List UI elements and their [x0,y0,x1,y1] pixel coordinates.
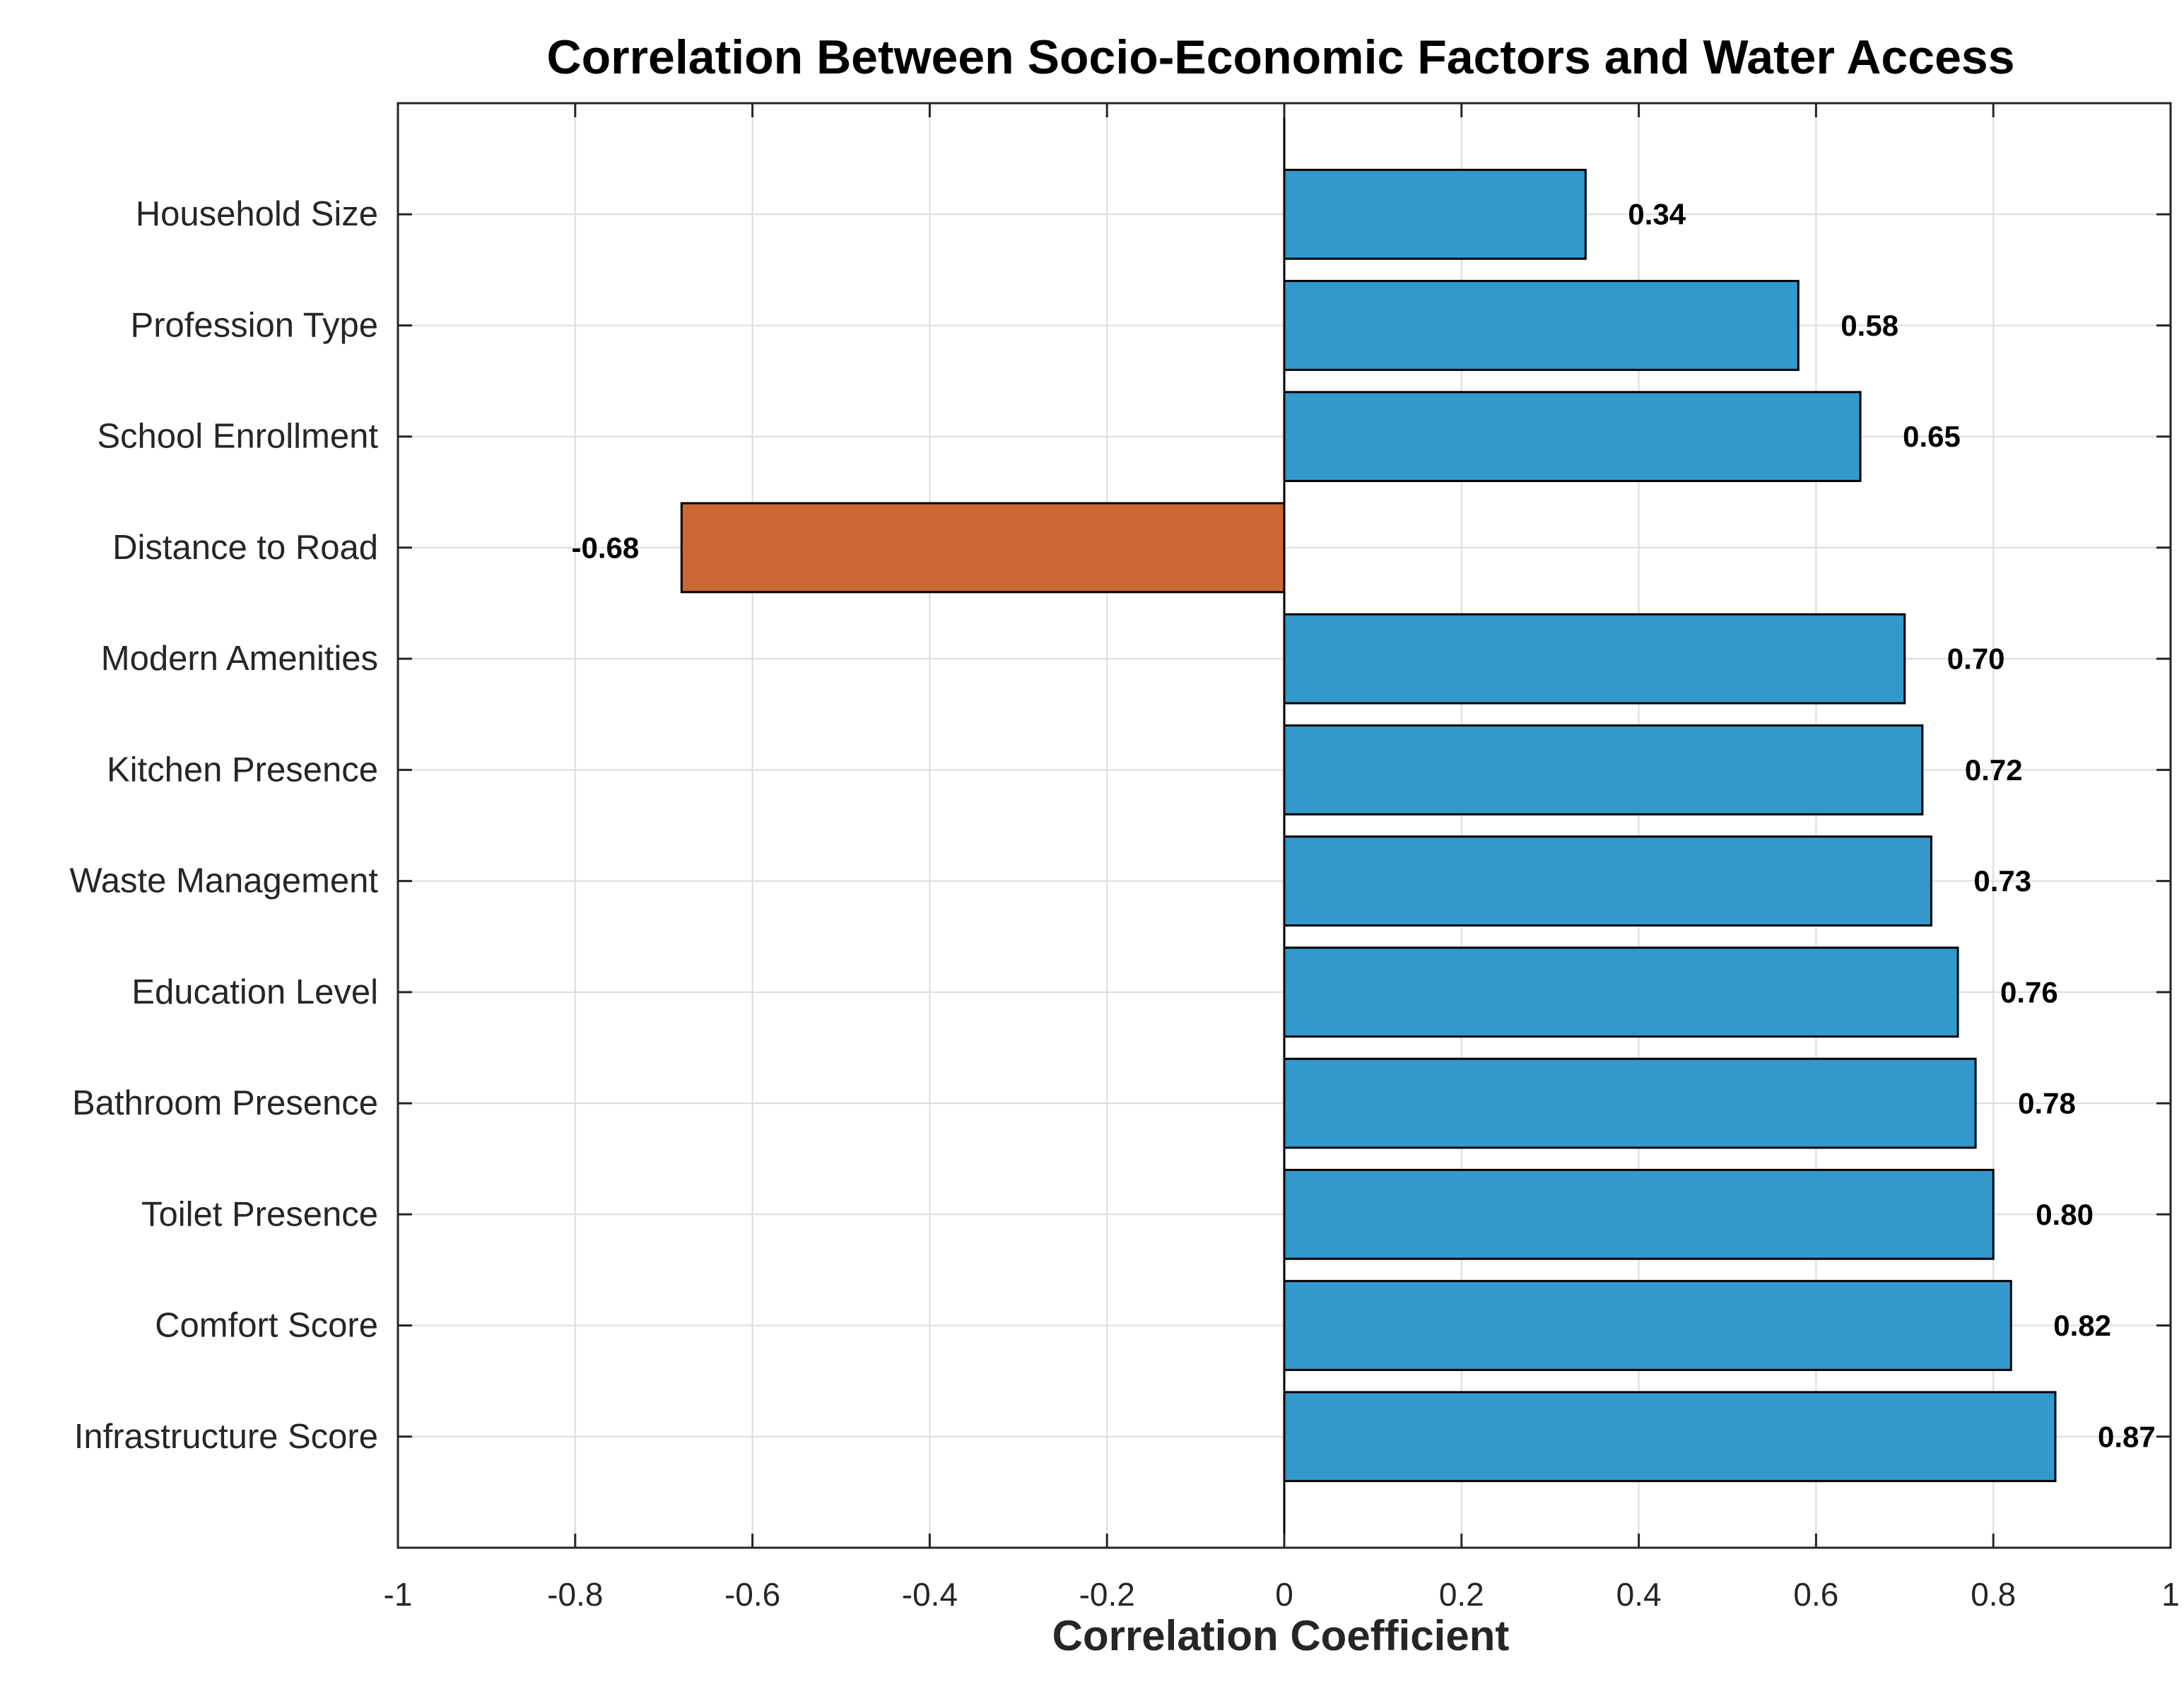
category-label: School Enrollment [97,418,378,456]
x-tick-label: -0.8 [547,1576,603,1613]
category-label: Waste Management [69,862,378,900]
bar-school-enrollment [1283,391,1862,483]
value-label: 0.70 [1947,642,2005,676]
category-label: Comfort Score [155,1307,378,1345]
bar-education-level [1283,946,1959,1038]
x-tick-label: -0.4 [902,1576,958,1613]
value-label: 0.76 [2000,975,2058,1008]
bar-modern-amenities [1283,613,1906,705]
value-label: 0.82 [2053,1309,2111,1342]
bar-comfort-score [1283,1280,2012,1371]
category-label: Household Size [136,195,378,233]
category-label: Education Level [131,973,378,1011]
category-label: Kitchen Presence [107,751,378,789]
value-label: 0.87 [2098,1420,2156,1453]
x-tick-label: -0.6 [724,1576,780,1613]
chart-title: Correlation Between Socio-Economic Facto… [546,30,2014,84]
value-label: 0.80 [2036,1198,2094,1231]
x-tick-label: 0.4 [1616,1576,1662,1613]
labels: -1 -0.8 -0.6 -0.4 -0.2 0 0.2 0.4 0.6 0.8 1 Househol… [69,195,2179,1613]
x-tick-label: 0 [1275,1576,1293,1613]
bar-household-size [1283,168,1587,260]
x-tick-label: -1 [384,1576,413,1613]
x-tick-label: 0.6 [1793,1576,1838,1613]
bar-infrastructure-score [1283,1391,2057,1483]
ticks [397,103,2172,1548]
x-tick-label: 0.2 [1439,1576,1484,1613]
value-label: 0.58 [1840,309,1898,342]
bar-bathroom-presence [1283,1057,1977,1149]
category-label: Infrastructure Score [74,1418,378,1456]
x-axis-label: Correlation Coefficient [1052,1612,1510,1659]
category-label: Toilet Presence [141,1195,378,1233]
value-label: 0.72 [1965,753,2023,787]
category-label: Bathroom Presence [72,1084,378,1122]
x-tick-label: -0.2 [1079,1576,1135,1613]
x-tick-label: 1 [2161,1576,2180,1613]
category-label: Profession Type [131,306,378,344]
category-label: Modern Amenities [101,640,378,678]
value-label: 0.65 [1903,420,1961,453]
bars [680,168,2057,1483]
bar-toilet-presence [1283,1168,1995,1260]
value-label: -0.68 [572,531,640,564]
bar-waste-management [1283,835,1932,927]
bar-kitchen-presence [1283,724,1924,816]
value-label: 0.73 [1973,864,2031,898]
x-tick-label: 0.8 [1971,1576,2016,1613]
value-label: 0.34 [1628,198,1686,231]
bar-distance-to-road [680,502,1286,594]
category-label: Distance to Road [112,529,378,567]
bar-profession-type [1283,280,1800,371]
value-label: 0.78 [2018,1087,2076,1120]
